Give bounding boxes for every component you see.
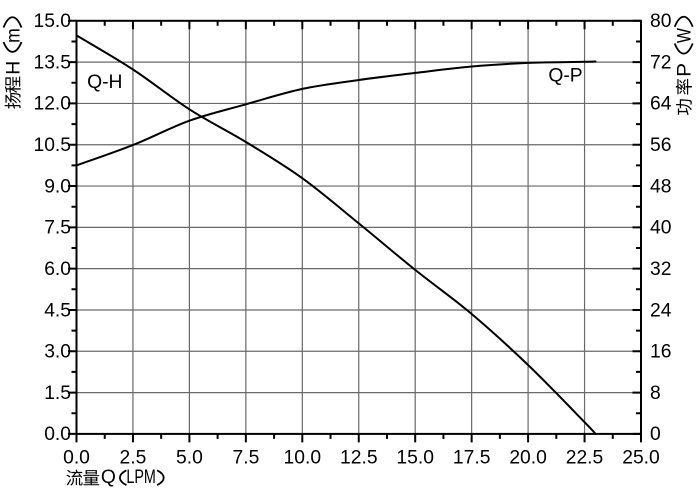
- svg-text:0: 0: [650, 424, 661, 445]
- svg-text:Q: Q: [101, 467, 116, 488]
- svg-text:20.0: 20.0: [509, 447, 547, 468]
- svg-text:25.0: 25.0: [622, 447, 660, 468]
- svg-text:64: 64: [650, 94, 672, 115]
- svg-text:0.0: 0.0: [44, 424, 71, 445]
- svg-text:6.0: 6.0: [44, 259, 71, 280]
- svg-text:40: 40: [650, 218, 671, 239]
- svg-text:17.5: 17.5: [453, 447, 491, 468]
- svg-text:16: 16: [650, 342, 671, 363]
- svg-text:5.0: 5.0: [176, 447, 203, 468]
- svg-text:24: 24: [650, 300, 672, 321]
- svg-text:56: 56: [650, 135, 671, 156]
- svg-text:Q-P: Q-P: [548, 65, 582, 86]
- svg-text:0.0: 0.0: [63, 447, 90, 468]
- svg-text:m: m: [3, 28, 24, 43]
- svg-text:7.5: 7.5: [232, 447, 259, 468]
- svg-text:H: H: [3, 61, 24, 75]
- svg-text:Q-H: Q-H: [87, 72, 122, 93]
- svg-text:12.0: 12.0: [33, 94, 71, 115]
- svg-text:9.0: 9.0: [44, 176, 71, 197]
- svg-text:7.5: 7.5: [44, 218, 71, 239]
- svg-text:48: 48: [650, 176, 671, 197]
- svg-text:72: 72: [650, 52, 671, 73]
- svg-text:80: 80: [650, 11, 671, 32]
- svg-text:W: W: [675, 27, 696, 43]
- svg-text:4.5: 4.5: [44, 300, 71, 321]
- svg-text:13.5: 13.5: [33, 52, 71, 73]
- svg-text:3.0: 3.0: [44, 342, 71, 363]
- svg-text:22.5: 22.5: [566, 447, 604, 468]
- svg-text:10.5: 10.5: [33, 135, 71, 156]
- svg-text:2.5: 2.5: [119, 447, 146, 468]
- svg-text:12.5: 12.5: [340, 447, 378, 468]
- svg-text:15.0: 15.0: [396, 447, 434, 468]
- svg-text:32: 32: [650, 259, 671, 280]
- svg-text:P: P: [675, 63, 696, 77]
- svg-text:8: 8: [650, 383, 661, 404]
- svg-text:15.0: 15.0: [33, 11, 71, 32]
- svg-text:1.5: 1.5: [44, 383, 71, 404]
- svg-text:10.0: 10.0: [284, 447, 322, 468]
- svg-text:LPM: LPM: [126, 467, 155, 488]
